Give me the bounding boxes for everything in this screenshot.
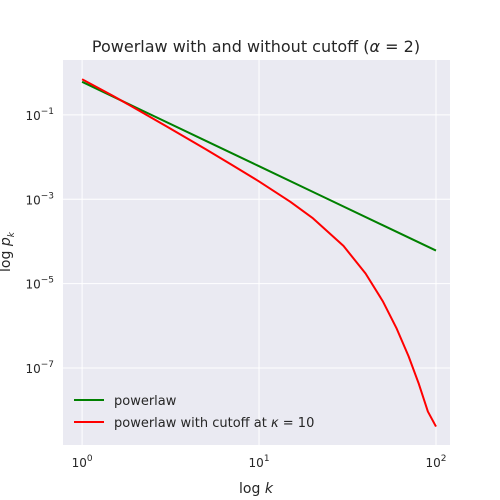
y-tick-label: 10−1 — [25, 107, 54, 123]
x-axis-ticks: 100 101 102 — [72, 454, 447, 470]
y-tick-label: 10−3 — [25, 191, 54, 207]
legend-label-powerlaw: powerlaw — [114, 394, 177, 409]
x-axis-label: log k — [239, 481, 274, 497]
chart-title: Powerlaw with and without cutoff (α = 2) — [92, 37, 420, 56]
x-tick-label: 100 — [72, 454, 93, 470]
y-axis-label: log pk — [0, 231, 17, 272]
x-tick-label: 102 — [425, 454, 446, 470]
legend: powerlaw powerlaw with cutoff at κ = 10 — [74, 394, 314, 431]
x-tick-label: 101 — [249, 454, 270, 470]
y-axis-ticks: 10−1 10−3 10−5 10−7 — [25, 107, 54, 376]
series-layer — [81, 78, 437, 428]
plot-background — [63, 60, 450, 445]
grid — [63, 60, 450, 445]
legend-label-cutoff: powerlaw with cutoff at κ = 10 — [114, 416, 314, 431]
y-tick-label: 10−5 — [25, 276, 54, 292]
series-line-powerlaw — [81, 80, 437, 252]
series-line-cutoff — [81, 78, 437, 428]
y-tick-label: 10−7 — [25, 360, 54, 376]
